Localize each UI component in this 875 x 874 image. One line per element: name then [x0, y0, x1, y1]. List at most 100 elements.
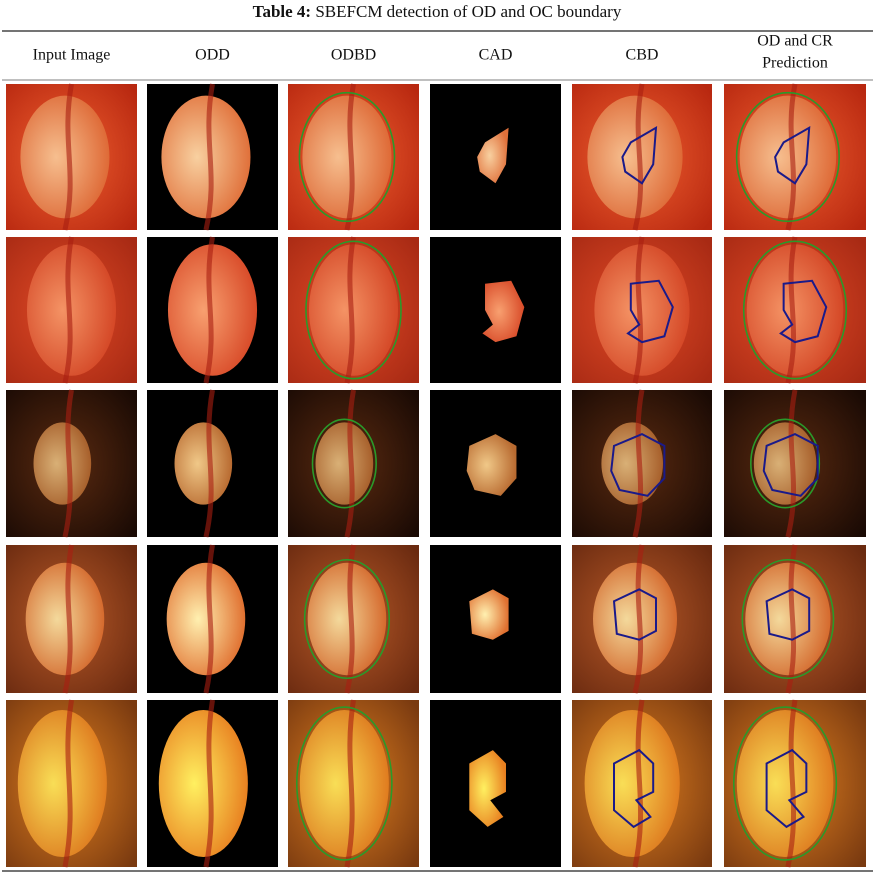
- image-cell: [724, 544, 866, 694]
- vessel: [632, 389, 645, 538]
- disc-boundary: [735, 91, 840, 223]
- cup-boundary: [765, 588, 811, 641]
- optic-cup: [469, 589, 509, 640]
- image-cell: [572, 389, 712, 538]
- vessel: [62, 83, 74, 231]
- vessel: [632, 236, 645, 384]
- image-cell: [147, 83, 278, 231]
- disc-boundary: [305, 240, 402, 380]
- vessel: [785, 236, 798, 384]
- image-cell: [572, 544, 712, 694]
- caption-label: Table 4:: [253, 2, 311, 21]
- disc-boundary: [741, 558, 835, 680]
- optic-disc: [307, 562, 387, 676]
- image-cell: [6, 699, 137, 868]
- vessel: [203, 236, 215, 384]
- vessel: [785, 544, 798, 694]
- image-cell: [724, 389, 866, 538]
- optic-disc: [17, 710, 107, 857]
- disc-boundary: [732, 706, 838, 861]
- optic-disc: [20, 95, 110, 219]
- optic-disc: [174, 422, 233, 505]
- column-header: ODBD: [331, 47, 376, 64]
- optic-disc: [299, 710, 389, 857]
- vessel: [203, 699, 215, 868]
- optic-disc: [25, 562, 105, 676]
- image-cell: [430, 545, 561, 693]
- column-header: ODD: [195, 47, 230, 64]
- disc-boundary: [303, 558, 391, 680]
- optic-cup: [477, 127, 509, 184]
- image-cell: [572, 699, 712, 868]
- vessel: [785, 389, 798, 538]
- image-cell: [572, 236, 712, 384]
- image-cell: [572, 83, 712, 231]
- cup-boundary: [765, 748, 808, 829]
- caption-text: SBEFCM detection of OD and OC boundary: [315, 2, 621, 21]
- column-header: CBD: [626, 47, 659, 64]
- cup-boundary: [762, 432, 819, 497]
- vessel: [344, 544, 356, 694]
- column-header: CAD: [479, 47, 513, 64]
- column-header: Input Image: [33, 47, 111, 64]
- image-cell: [6, 544, 137, 694]
- optic-disc: [166, 562, 246, 676]
- table-caption: Table 4: SBEFCM detection of OD and OC b…: [253, 2, 622, 21]
- vessel: [203, 544, 215, 694]
- optic-disc: [587, 95, 683, 219]
- image-cell: [147, 544, 278, 694]
- disc-boundary: [750, 418, 821, 509]
- vessel: [344, 699, 356, 868]
- image-cell: [288, 83, 419, 231]
- image-cell: [6, 83, 137, 231]
- vessel: [203, 83, 215, 231]
- vessel: [203, 389, 215, 538]
- image-cell: [288, 544, 419, 694]
- image-cell: [288, 389, 419, 538]
- optic-disc: [736, 710, 834, 857]
- cup-boundary: [774, 125, 811, 185]
- optic-disc: [593, 562, 677, 676]
- image-cell: [288, 699, 419, 868]
- cup-boundary: [610, 432, 666, 497]
- image-cell: [430, 390, 561, 537]
- image-cell: [6, 236, 137, 384]
- vessel: [785, 699, 798, 868]
- cup-boundary: [621, 125, 658, 185]
- vessel: [785, 83, 798, 231]
- optic-disc: [302, 95, 392, 219]
- optic-cup: [469, 750, 506, 827]
- image-cell: [430, 237, 561, 383]
- optic-disc: [584, 710, 680, 857]
- vessel: [632, 544, 645, 694]
- image-cell: [288, 236, 419, 384]
- vessel: [62, 699, 74, 868]
- vessel: [62, 389, 74, 538]
- vessel: [344, 389, 356, 538]
- cup-boundary: [626, 279, 674, 344]
- vessel: [632, 699, 645, 868]
- column-header: Prediction: [762, 55, 828, 72]
- optic-disc: [315, 422, 374, 505]
- disc-boundary: [311, 418, 377, 509]
- image-cell: [724, 699, 866, 868]
- image-cell: [430, 84, 561, 230]
- optic-disc: [739, 95, 837, 219]
- image-grid: [6, 83, 866, 868]
- column-header: OD and CR: [757, 33, 833, 50]
- vessel: [632, 83, 645, 231]
- cup-boundary: [613, 748, 655, 829]
- image-cell: [724, 236, 866, 384]
- image-cell: [430, 700, 561, 867]
- optic-disc: [745, 562, 831, 676]
- image-cell: [6, 389, 137, 538]
- vessel: [62, 236, 74, 384]
- image-cell: [147, 389, 278, 538]
- disc-boundary: [742, 240, 848, 380]
- optic-disc: [33, 422, 92, 505]
- optic-disc: [158, 710, 248, 857]
- disc-boundary: [295, 706, 393, 861]
- image-cell: [147, 699, 278, 868]
- vessel: [344, 236, 356, 384]
